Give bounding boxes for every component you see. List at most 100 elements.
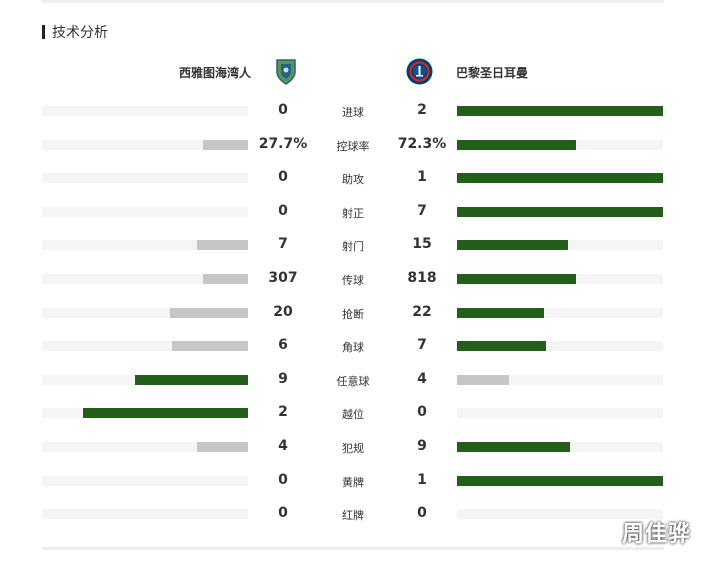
bottom-divider: [42, 547, 664, 550]
section-title: 技术分析: [52, 25, 108, 41]
away-stat-value: 7: [417, 202, 427, 219]
stat-label: 射正: [342, 206, 364, 220]
section-header: 技术分析: [42, 22, 108, 42]
home-team-name: 西雅图海湾人: [178, 66, 251, 80]
stat-row: 0 进球 2: [0, 100, 719, 122]
away-bar-track: [457, 408, 663, 419]
away-bar-fill: [457, 274, 577, 284]
away-bar-track: [457, 206, 663, 217]
away-bar-track: [457, 139, 663, 150]
away-bar-track: [457, 442, 663, 452]
away-bar-fill: [457, 341, 546, 352]
home-bar-track: [42, 274, 248, 284]
stat-label: 传球: [342, 274, 364, 287]
away-stat-value: 0: [417, 505, 427, 522]
home-bar-track: [42, 240, 248, 251]
home-bar-track: [42, 442, 248, 452]
stat-row: 0 射正 7: [0, 201, 719, 223]
home-stat-value: 6: [278, 337, 288, 354]
home-bar-track: [42, 139, 248, 150]
home-stat-value: 0: [278, 102, 288, 118]
top-divider: [42, 0, 664, 3]
home-bar-track: [42, 475, 248, 486]
home-bar-track: [42, 341, 248, 352]
away-bar-fill: [457, 307, 544, 318]
stat-row: 6 角球 7: [0, 335, 719, 357]
home-stat-value: 9: [278, 370, 288, 387]
away-stat-value: 818: [407, 270, 437, 286]
stat-label: 助攻: [342, 173, 364, 187]
home-bar-track: [42, 307, 248, 318]
away-bar-track: [457, 475, 663, 486]
stat-label: 角球: [342, 341, 364, 355]
home-stat-value: 4: [278, 438, 288, 454]
away-stat-value: 0: [417, 404, 427, 421]
away-stat-value: 72.3%: [397, 135, 447, 152]
away-stat-value: 1: [417, 169, 427, 186]
home-bar-fill: [171, 341, 248, 352]
away-stat-value: 2: [417, 102, 427, 118]
stat-label: 进球: [342, 106, 364, 119]
home-stat-value: 0: [278, 202, 288, 219]
watermark: 周佳骅: [622, 522, 692, 547]
home-stat-value: 0: [278, 471, 288, 488]
home-bar-track: [42, 106, 248, 116]
away-stat-value: 22: [412, 303, 432, 320]
home-bar-track: [42, 509, 248, 520]
away-bar-track: [457, 240, 663, 251]
home-bar-fill: [134, 374, 248, 385]
stat-label: 红牌: [342, 509, 364, 523]
home-bar-fill: [169, 307, 248, 318]
home-stat-value: 7: [278, 236, 288, 253]
away-bar-fill: [457, 442, 571, 452]
away-bar-fill: [457, 374, 509, 385]
away-bar-track: [457, 307, 663, 318]
away-stat-value: 7: [417, 337, 427, 354]
away-bar-track: [457, 274, 663, 284]
home-bar-fill: [196, 240, 248, 251]
away-bar-track: [457, 509, 663, 520]
home-stat-value: 2: [278, 404, 288, 421]
away-bar-fill: [457, 173, 663, 184]
home-bar-fill: [202, 139, 248, 150]
away-stat-value: 4: [417, 370, 427, 387]
home-bar-fill: [202, 274, 248, 284]
home-stat-value: 0: [278, 169, 288, 186]
home-stat-value: 0: [278, 505, 288, 522]
away-team-name: 巴黎圣日耳曼: [456, 66, 529, 80]
stat-row: 2 越位 0: [0, 402, 719, 424]
stat-label: 控球率: [336, 139, 370, 153]
stat-row: 307 传球 818: [0, 268, 719, 290]
seattle-sounders-crest-icon: [276, 59, 296, 85]
stat-row: 0 黄牌 1: [0, 470, 719, 492]
stat-row: 0 红牌 0: [0, 503, 719, 525]
psg-crest-icon: [406, 58, 433, 85]
away-bar-fill: [457, 475, 663, 486]
away-bar-track: [457, 173, 663, 184]
away-stat-value: 15: [412, 236, 432, 253]
section-marker: [42, 25, 45, 39]
stat-row: 7 射门 15: [0, 234, 719, 256]
stat-label: 黄牌: [342, 475, 364, 489]
home-bar-fill: [83, 408, 248, 419]
stat-row: 4 犯规 9: [0, 436, 719, 458]
away-bar-fill: [457, 139, 577, 150]
stat-label: 越位: [342, 408, 364, 422]
home-stat-value: 307: [268, 270, 298, 286]
home-bar-track: [42, 374, 248, 385]
away-stat-value: 1: [417, 471, 427, 488]
home-bar-track: [42, 173, 248, 184]
away-bar-fill: [457, 206, 663, 217]
home-bar-track: [42, 408, 248, 419]
stat-row: 9 任意球 4: [0, 369, 719, 391]
away-bar-track: [457, 374, 663, 385]
home-bar-fill: [196, 442, 248, 452]
away-bar-track: [457, 106, 663, 116]
stat-label: 射门: [342, 240, 364, 254]
away-bar-fill: [457, 106, 663, 116]
away-bar-fill: [457, 240, 569, 251]
home-bar-track: [42, 206, 248, 217]
home-stat-value: 20: [273, 303, 293, 320]
stat-row: 20 抢断 22: [0, 302, 719, 324]
stat-row: 27.7% 控球率 72.3%: [0, 134, 719, 156]
